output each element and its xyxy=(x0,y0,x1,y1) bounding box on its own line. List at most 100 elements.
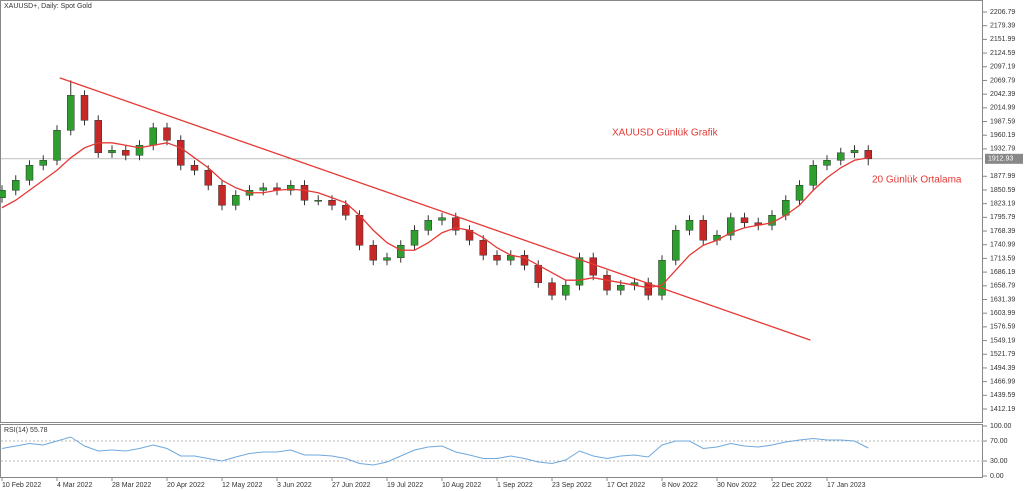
y-tick-label: 1412.19 xyxy=(990,406,1015,413)
candle-body xyxy=(287,185,295,191)
y-tick-label: 2042.39 xyxy=(990,91,1015,98)
candle-body xyxy=(122,150,130,156)
trendline xyxy=(59,77,811,341)
candle-body xyxy=(424,219,432,231)
candle-body xyxy=(809,165,817,186)
x-tick-label: 22 Dec 2022 xyxy=(772,482,812,489)
y-tick-label: 1466.99 xyxy=(990,378,1015,385)
candle-body xyxy=(452,217,460,231)
y-tick-label: 1713.59 xyxy=(990,255,1015,262)
y-tick-label: 2151.99 xyxy=(990,36,1015,43)
x-tick-label: 10 Feb 2022 xyxy=(2,482,41,489)
x-tick-label: 10 Aug 2022 xyxy=(442,482,481,489)
x-tick-label: 12 May 2022 xyxy=(222,482,263,489)
candle-body xyxy=(67,95,75,131)
candle-body xyxy=(672,229,680,261)
candle-body xyxy=(795,185,804,201)
candle-body xyxy=(218,185,226,206)
x-tick-label: 28 Mar 2022 xyxy=(112,482,151,489)
candle-body xyxy=(864,150,872,160)
candle-body xyxy=(397,244,405,258)
y-tick-label: 1549.19 xyxy=(990,337,1015,344)
candle-body xyxy=(699,219,707,241)
candle-body xyxy=(438,217,446,221)
candle-body xyxy=(589,257,597,276)
candle-body xyxy=(617,284,625,291)
x-tick-label: 17 Oct 2022 xyxy=(607,482,645,489)
candle-body xyxy=(53,130,61,161)
x-tick-label: 1 Sep 2022 xyxy=(497,482,533,489)
candle-body xyxy=(39,160,47,166)
candle-body xyxy=(823,160,831,166)
candle-body xyxy=(94,120,102,154)
y-tick-label: 2014.99 xyxy=(990,105,1015,112)
candle-body xyxy=(259,187,267,191)
x-tick-label: 4 Mar 2022 xyxy=(57,482,93,489)
candle-body xyxy=(548,282,556,296)
candle-body xyxy=(410,229,419,246)
x-tick-label: 3 Jun 2022 xyxy=(277,482,312,489)
current-price-label: 1912.93 xyxy=(988,156,1013,163)
candle-body xyxy=(108,150,116,154)
y-tick-label: 1521.79 xyxy=(990,351,1015,358)
y-tick-label: 1850.59 xyxy=(990,187,1015,194)
candle-body xyxy=(740,217,749,223)
candle-body xyxy=(328,200,336,206)
rsi-tick-label: 0.00 xyxy=(990,473,1004,480)
y-tick-label: 1658.79 xyxy=(990,283,1015,290)
y-tick-label: 2069.79 xyxy=(990,77,1015,84)
y-tick-label: 1494.39 xyxy=(990,365,1015,372)
rsi-frame xyxy=(0,424,983,478)
y-tick-label: 1686.19 xyxy=(990,269,1015,276)
rsi-tick-label: 70.00 xyxy=(990,438,1008,445)
candle-body xyxy=(163,127,171,141)
y-tick-label: 1576.59 xyxy=(990,324,1015,331)
candle-body xyxy=(685,219,694,231)
x-tick-label: 8 Nov 2022 xyxy=(662,482,698,489)
candle-body xyxy=(0,190,6,199)
annotation: XAUUSD Günlük Grafik xyxy=(612,128,719,139)
annotation: 20 Günlük Ortalama xyxy=(872,175,962,186)
x-tick-label: 27 Jun 2022 xyxy=(332,482,371,489)
candle-body xyxy=(314,200,322,202)
candle-body xyxy=(232,195,240,206)
candle-body xyxy=(658,259,666,296)
y-tick-label: 1768.39 xyxy=(990,228,1015,235)
y-tick-label: 1932.79 xyxy=(990,146,1015,153)
candle-body xyxy=(177,140,185,166)
candle-body xyxy=(204,170,212,186)
current-price-box xyxy=(985,153,1023,164)
candle-body xyxy=(300,185,309,201)
y-tick-label: 1631.39 xyxy=(990,296,1015,303)
chart-title: XAUUSD+, Daily: Spot Gold xyxy=(4,3,92,10)
candle-body xyxy=(135,145,144,156)
x-tick-label: 19 Jul 2022 xyxy=(387,482,423,489)
candle-body xyxy=(149,127,157,146)
candle-body xyxy=(190,165,199,171)
rsi-tick-label: 100.00 xyxy=(990,423,1012,430)
candle-body xyxy=(603,274,611,291)
x-tick-label: 23 Sep 2022 xyxy=(552,482,592,489)
candle-body xyxy=(80,95,89,121)
candle-body xyxy=(850,150,859,154)
y-tick-label: 1823.19 xyxy=(990,201,1015,208)
x-tick-label: 30 Nov 2022 xyxy=(717,482,757,489)
rsi-title: RSI(14) 55.78 xyxy=(4,427,48,434)
rsi-line xyxy=(1,436,869,466)
candle-body xyxy=(837,152,845,161)
main-frame xyxy=(0,0,983,423)
candle-body xyxy=(479,239,487,256)
candle-body xyxy=(562,284,570,296)
candle-body xyxy=(575,257,584,286)
y-tick-label: 2097.19 xyxy=(990,64,1015,71)
candle-body xyxy=(355,214,364,246)
candle-body xyxy=(25,165,34,181)
x-tick-label: 20 Apr 2022 xyxy=(167,482,205,489)
candle-body xyxy=(369,244,377,261)
y-tick-label: 2179.39 xyxy=(990,23,1015,30)
y-tick-label: 2124.59 xyxy=(990,50,1015,57)
y-tick-label: 1740.99 xyxy=(990,242,1015,249)
moving-average xyxy=(1,142,869,289)
candle-body xyxy=(342,205,350,216)
